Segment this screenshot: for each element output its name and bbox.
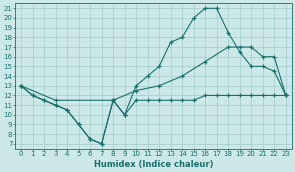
X-axis label: Humidex (Indice chaleur): Humidex (Indice chaleur) bbox=[94, 159, 213, 169]
